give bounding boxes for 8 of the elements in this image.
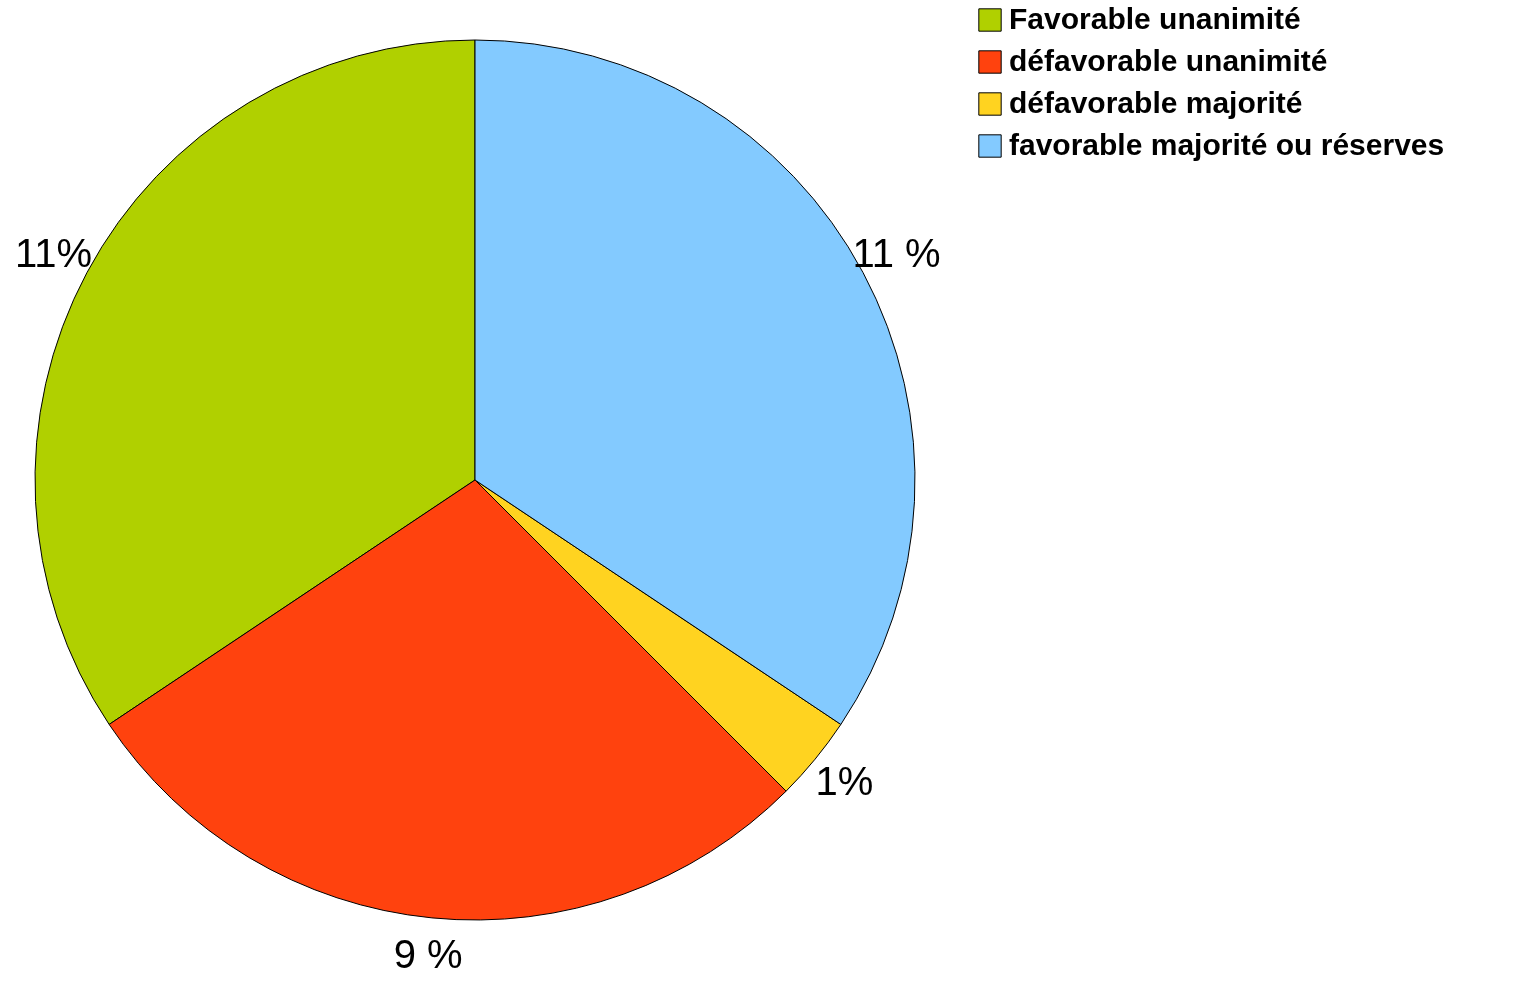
data-label: 9 % xyxy=(393,931,463,976)
data-label: 11 % xyxy=(852,230,941,275)
legend-label: défavorable majorité xyxy=(1009,86,1303,119)
legend-label: défavorable unanimité xyxy=(1009,44,1328,77)
data-label: 11% xyxy=(14,230,92,275)
data-label: 1% xyxy=(815,759,874,804)
legend-label: Favorable unanimité xyxy=(1009,2,1301,35)
legend-label: favorable majorité ou réserves xyxy=(1009,128,1445,161)
